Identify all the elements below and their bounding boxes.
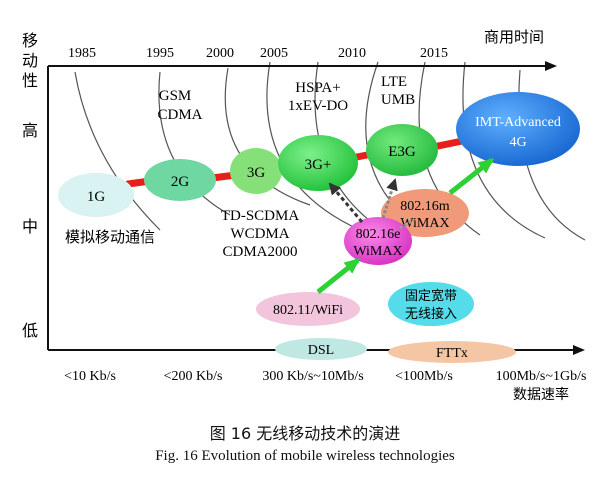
node-fixed-label-2: 无线接入	[405, 306, 457, 322]
label-cdma: CDMA	[157, 107, 202, 123]
x-rate-5: 100Mb/s~1Gb/s	[496, 369, 587, 384]
node-3g	[230, 148, 282, 194]
node-dsl-label: DSL	[308, 343, 334, 358]
node-fixed-wireless	[388, 282, 474, 326]
label-cdma2000: CDMA2000	[222, 244, 297, 260]
node-3g-plus-label: 3G+	[305, 157, 332, 173]
timeline-label: 商用时间	[484, 28, 544, 46]
timeline-year-2015: 2015	[420, 46, 448, 61]
node-2g-label: 2G	[171, 174, 190, 190]
y-axis-title-char-1: 移	[22, 31, 38, 50]
curve-2	[158, 71, 231, 216]
curve-1	[74, 71, 161, 231]
label-evdo: 1xEV-DO	[288, 98, 348, 114]
x-rate-4: <100Mb/s	[395, 369, 453, 384]
node-1g	[58, 173, 134, 217]
y-level-low: 低	[22, 321, 38, 340]
x-axis-label: 数据速率	[513, 386, 569, 403]
x-rate-3: 300 Kb/s~10Mb/s	[262, 369, 363, 384]
label-umb: UMB	[381, 92, 415, 108]
node-3g-label: 3G	[247, 165, 266, 181]
label-hspa: HSPA+	[295, 80, 340, 96]
x-rate-1: <10 Kb/s	[64, 369, 116, 384]
caption-en: Fig. 16 Evolution of mobile wireless tec…	[155, 448, 455, 464]
timeline-year-1995: 1995	[146, 46, 174, 61]
arrow-80216e-to-3gplus	[328, 182, 364, 223]
node-imt-label-1: IMT-Advanced	[475, 115, 561, 130]
y-level-mid: 中	[22, 217, 38, 236]
node-1g-label: 1G	[87, 189, 106, 205]
node-e3g	[366, 124, 438, 176]
node-80216e	[344, 217, 412, 265]
node-e3g-label: E3G	[388, 144, 416, 160]
y-axis-title-char-2: 动	[22, 51, 38, 70]
arrow-80216m-to-imt	[448, 158, 495, 195]
label-gsm: GSM	[159, 88, 192, 104]
node-80216m-label-2: WiMAX	[400, 216, 449, 231]
node-80216m-label-1: 802.16m	[400, 199, 450, 214]
timeline-year-2010: 2010	[338, 46, 366, 61]
timeline-year-1985: 1985	[68, 46, 96, 61]
node-80216e-label-1: 802.16e	[356, 227, 401, 242]
node-wifi-label: 802.11/WiFi	[273, 303, 343, 318]
evolution-diagram: 移 动 性 高 中 低 1985 1995 2000 2005 2010 201…	[22, 28, 587, 403]
label-lte: LTE	[381, 74, 407, 90]
timeline-year-2005: 2005	[260, 46, 288, 61]
node-fttx	[388, 341, 516, 363]
caption-zh: 图 16 无线移动技术的演进	[209, 424, 401, 443]
label-analog: 模拟移动通信	[65, 228, 155, 246]
node-imt-label-2: 4G	[509, 135, 526, 150]
y-axis-title-char-3: 性	[22, 71, 38, 90]
label-wcdma: WCDMA	[230, 226, 289, 242]
arrow-80216e-to-e3g	[381, 178, 398, 219]
y-level-high: 高	[22, 121, 38, 140]
node-2g	[144, 159, 216, 201]
node-fttx-label: FTTx	[436, 346, 468, 361]
node-wifi	[256, 292, 360, 326]
node-fixed-label-1: 固定宽带	[405, 288, 457, 304]
arrow-wifi-to-80216e	[316, 258, 361, 294]
label-td-scdma: TD-SCDMA	[221, 208, 300, 224]
node-80216e-label-2: WiMAX	[353, 244, 402, 259]
node-3g-plus	[278, 135, 358, 191]
node-dsl	[275, 338, 367, 360]
timeline-year-2000: 2000	[206, 46, 234, 61]
link-80216e-80216m	[399, 219, 413, 230]
x-rate-2: <200 Kb/s	[164, 369, 223, 384]
node-imt-advanced	[456, 92, 580, 166]
